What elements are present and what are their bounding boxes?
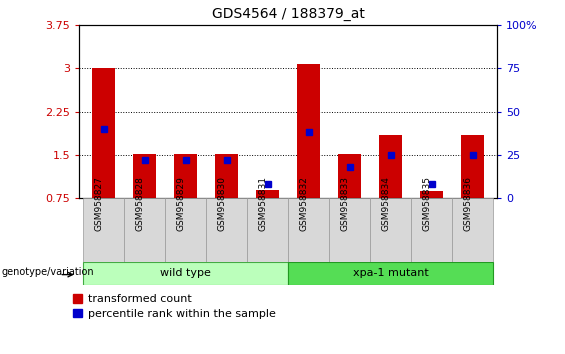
- Text: GSM958832: GSM958832: [299, 176, 308, 231]
- Text: GSM958834: GSM958834: [381, 176, 390, 231]
- Text: GSM958830: GSM958830: [218, 176, 227, 231]
- Bar: [175, 154, 197, 198]
- Title: GDS4564 / 188379_at: GDS4564 / 188379_at: [212, 7, 364, 21]
- FancyBboxPatch shape: [83, 198, 124, 262]
- Bar: [420, 191, 443, 198]
- FancyBboxPatch shape: [452, 198, 493, 262]
- FancyBboxPatch shape: [370, 198, 411, 262]
- Text: GSM958831: GSM958831: [259, 176, 268, 231]
- Bar: [297, 63, 320, 198]
- Text: GSM958828: GSM958828: [136, 176, 145, 231]
- Text: xpa-1 mutant: xpa-1 mutant: [353, 268, 428, 278]
- Bar: [379, 135, 402, 198]
- Text: GSM958833: GSM958833: [341, 176, 350, 231]
- Bar: [215, 154, 238, 198]
- Bar: [93, 68, 115, 198]
- Bar: [257, 190, 279, 198]
- Text: genotype/variation: genotype/variation: [2, 267, 94, 277]
- Legend: transformed count, percentile rank within the sample: transformed count, percentile rank withi…: [73, 294, 276, 319]
- FancyBboxPatch shape: [288, 198, 329, 262]
- Bar: [338, 154, 361, 198]
- Text: GSM958835: GSM958835: [423, 176, 432, 231]
- Text: GSM958829: GSM958829: [177, 176, 186, 231]
- FancyBboxPatch shape: [206, 198, 247, 262]
- FancyBboxPatch shape: [165, 198, 206, 262]
- Bar: [462, 135, 484, 198]
- FancyBboxPatch shape: [124, 198, 165, 262]
- Text: GSM958836: GSM958836: [464, 176, 472, 231]
- FancyBboxPatch shape: [329, 198, 370, 262]
- FancyBboxPatch shape: [83, 262, 288, 285]
- FancyBboxPatch shape: [247, 198, 288, 262]
- Text: wild type: wild type: [160, 268, 211, 278]
- FancyBboxPatch shape: [288, 262, 493, 285]
- FancyBboxPatch shape: [411, 198, 452, 262]
- Bar: [133, 154, 156, 198]
- Text: GSM958827: GSM958827: [95, 176, 104, 231]
